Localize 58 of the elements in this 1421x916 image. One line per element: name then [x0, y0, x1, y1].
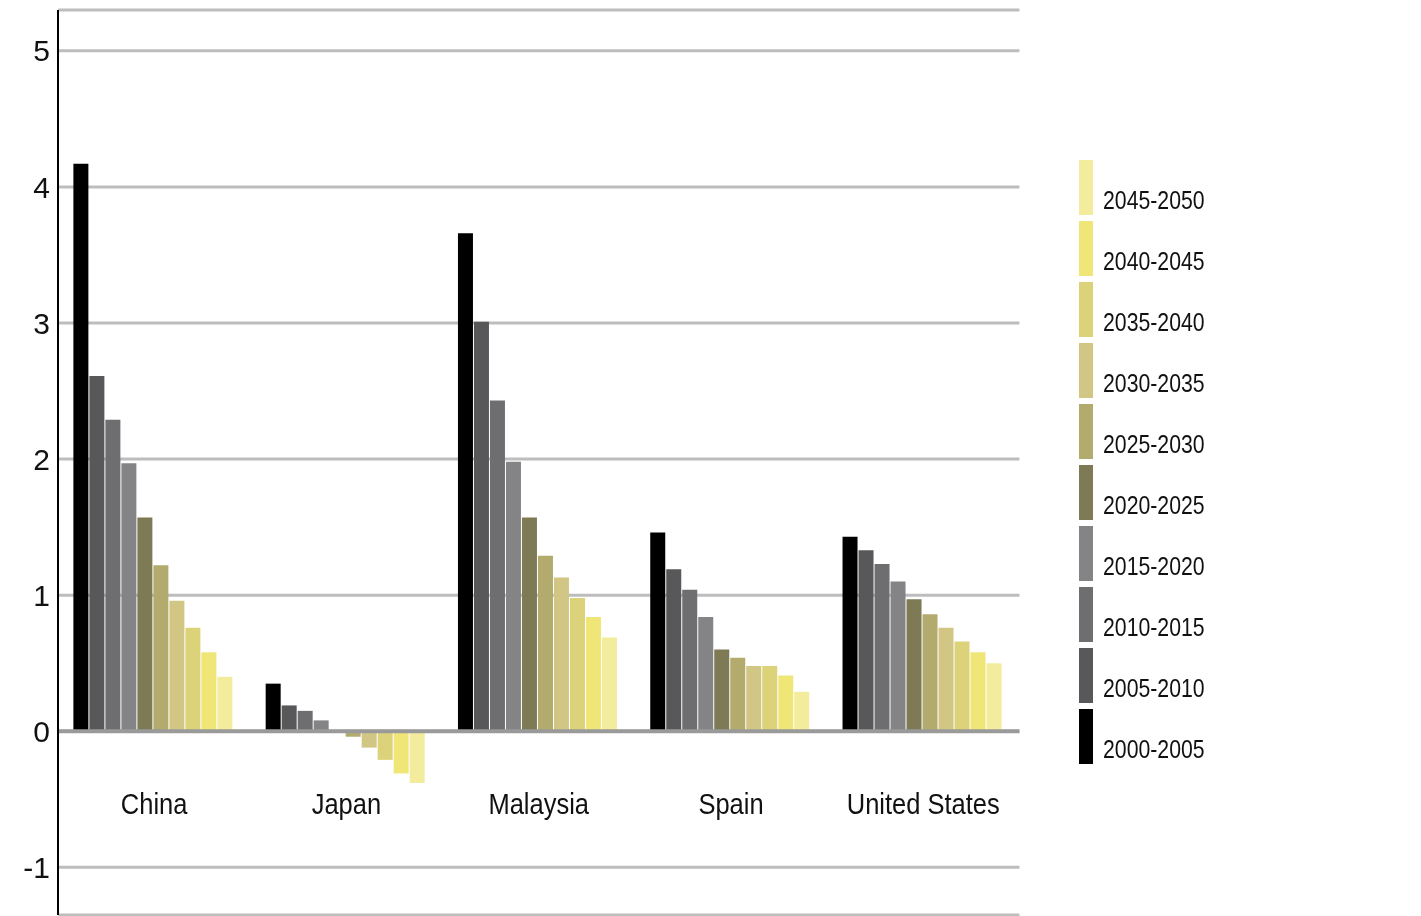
legend-label: 2000-2005	[1103, 735, 1206, 764]
x-tick-label: Spain	[698, 787, 764, 821]
y-tick-label: 0	[33, 714, 50, 748]
bar	[265, 683, 281, 732]
x-tick-label: Malaysia	[488, 787, 590, 821]
bar	[521, 517, 537, 732]
legend-label: 2030-2035	[1103, 369, 1206, 398]
bar	[890, 581, 906, 732]
bar	[682, 589, 698, 732]
legend-label: 2040-2045	[1103, 247, 1206, 276]
bar	[714, 649, 730, 732]
bar	[537, 555, 553, 732]
legend-label: 2005-2010	[1103, 674, 1206, 703]
bar	[601, 637, 617, 732]
bar	[393, 731, 409, 774]
bar	[778, 675, 794, 732]
y-tick-label: 5	[33, 34, 50, 68]
legend-label: 2035-2040	[1103, 308, 1206, 337]
x-tick-label: China	[120, 787, 188, 821]
bar	[794, 691, 810, 732]
bar	[217, 676, 233, 732]
bar	[922, 614, 938, 732]
bar	[842, 536, 858, 732]
bar	[906, 599, 922, 732]
bar	[858, 550, 874, 732]
bar	[970, 652, 986, 732]
y-tick-label: 4	[33, 170, 50, 204]
bar	[105, 419, 121, 732]
x-tick-label: United States	[846, 787, 1000, 821]
bar	[121, 463, 137, 732]
bar	[698, 616, 714, 732]
bar	[874, 563, 890, 732]
bar	[89, 376, 105, 732]
legend-label: 2015-2020	[1103, 552, 1206, 581]
legend-label: 2020-2025	[1103, 491, 1206, 520]
bar	[201, 652, 217, 732]
legend-label: 2010-2015	[1103, 613, 1206, 642]
y-tick-label: 3	[33, 306, 50, 340]
bar	[666, 569, 682, 732]
bar	[650, 532, 666, 732]
bar	[457, 233, 473, 732]
x-tick-label: Japan	[311, 787, 382, 821]
bar	[137, 517, 153, 732]
legend-label: 2025-2030	[1103, 430, 1206, 459]
bar	[986, 663, 1002, 732]
y-tick-label: 2	[33, 442, 50, 476]
bar	[585, 616, 601, 732]
bar	[505, 461, 521, 732]
y-tick-label: 1	[33, 578, 50, 612]
bar	[153, 565, 169, 732]
bar	[73, 163, 89, 732]
bar	[281, 705, 297, 732]
legend-label: 2045-2050	[1103, 186, 1206, 215]
bar	[409, 731, 425, 783]
bar	[489, 400, 505, 732]
bar	[473, 321, 489, 732]
bar	[730, 657, 746, 732]
y-tick-label: -1	[23, 851, 50, 885]
